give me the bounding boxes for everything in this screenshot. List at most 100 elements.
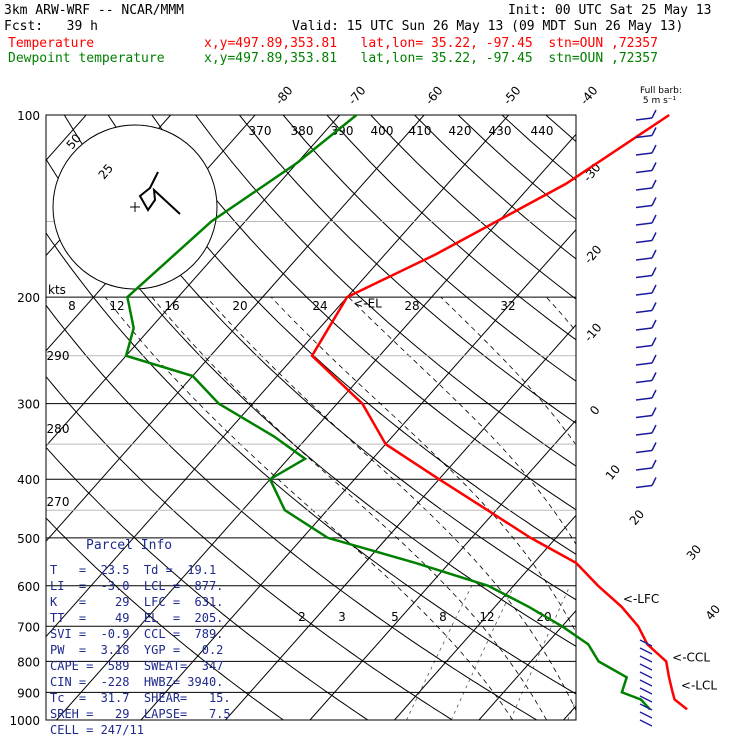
wind-barb-flag xyxy=(651,372,657,381)
wind-barb-flag xyxy=(651,127,657,136)
level-marker-label: <-LFC xyxy=(623,592,659,606)
parcel-row: SREH = 29 LAPSE= 7.5 xyxy=(50,707,231,721)
wind-barb-flag xyxy=(651,267,657,276)
hodo-speed-label: 32 xyxy=(500,299,515,313)
wind-barb-flag xyxy=(651,477,657,486)
isotherm-label: -40 xyxy=(577,83,600,107)
wind-barb xyxy=(639,687,653,695)
dry-adiabat xyxy=(721,115,740,720)
wind-barb-flag xyxy=(651,162,657,171)
hodo-trace xyxy=(138,171,181,215)
wind-barb xyxy=(635,397,653,401)
isotherm-label: 40 xyxy=(703,602,724,623)
wind-barb-flag xyxy=(651,284,657,294)
dry-adiabat xyxy=(46,375,453,720)
wind-barb xyxy=(635,344,653,349)
hodo-units-label: kts xyxy=(48,283,66,297)
dry-adiabat xyxy=(590,115,740,720)
isotherm xyxy=(46,115,341,447)
moist-adiabat xyxy=(440,296,576,446)
isotherm xyxy=(0,115,2,720)
theta-label: 390 xyxy=(331,124,354,138)
isotherm xyxy=(56,133,576,720)
parcel-row: TT = 49 EL = 205. xyxy=(50,611,224,625)
parcel-row: K = 29 LFC = 631. xyxy=(50,595,224,609)
wind-barb-flag xyxy=(651,319,657,329)
wind-barb xyxy=(635,152,653,156)
dry-adiabat xyxy=(545,115,576,143)
wind-barb xyxy=(635,379,653,384)
isotherm-label: -60 xyxy=(422,83,445,107)
wind-barb xyxy=(639,703,653,711)
wind-barb xyxy=(635,169,653,174)
dry-adiabat xyxy=(46,446,369,720)
wind-barb-flag xyxy=(651,179,657,189)
barb-legend-line: Full barb: xyxy=(640,86,682,96)
parcel-info-title: Parcel Info xyxy=(86,538,173,553)
wind-barb xyxy=(639,647,653,655)
hodo-speed-label: 24 xyxy=(312,299,327,313)
pressure-label: 1000 xyxy=(9,714,40,728)
dry-adiabat xyxy=(457,115,576,220)
wind-barb xyxy=(639,711,653,719)
wind-barb xyxy=(639,639,653,647)
wind-barb xyxy=(635,309,653,314)
dewpoint-location: x,y=497.89,353.81 lat,lon= 35.22, -97.45… xyxy=(204,51,658,66)
isotherm xyxy=(225,324,576,720)
parcel-row: Tc = 31.7 SHEAR= 15. xyxy=(50,691,231,705)
barb-legend: Full barb: 5 m s⁻¹ xyxy=(640,86,682,106)
wind-barb-flag xyxy=(651,302,657,311)
isotherm-label: -80 xyxy=(272,83,295,107)
theta-label: 430 xyxy=(489,124,512,138)
parcel-row: LI = -3.0 LCL = 877. xyxy=(50,579,224,593)
wind-barb xyxy=(635,414,653,419)
dewpoint-legend: Dewpoint temperature xyxy=(8,51,165,66)
dry-adiabat xyxy=(46,517,284,720)
wind-barb xyxy=(635,204,653,209)
isotherm xyxy=(733,115,740,720)
pressure-label: 100 xyxy=(17,109,40,123)
dry-adiabat xyxy=(677,115,740,720)
pressure-label: 500 xyxy=(17,532,40,546)
isotherm xyxy=(309,419,576,720)
temperature-location: x,y=497.89,353.81 lat,lon= 35.22, -97.45… xyxy=(204,36,658,51)
level-marker-label: <-CCL xyxy=(672,651,710,665)
moist-adiabat xyxy=(348,296,576,546)
wind-barb xyxy=(635,484,653,489)
temperature-profile xyxy=(310,113,688,711)
wind-barb xyxy=(635,467,653,471)
isotherm-label: 30 xyxy=(684,542,705,563)
level-marker-label: <-LCL xyxy=(681,679,717,693)
temperature-legend: Temperature xyxy=(8,36,95,51)
wind-barb-flag xyxy=(651,197,657,206)
dry-adiabat xyxy=(195,115,576,467)
barb-legend-line: 5 m s⁻¹ xyxy=(640,96,677,106)
mixing-ratio-label: 5 xyxy=(391,610,399,624)
wind-barb xyxy=(635,239,653,244)
isotherm xyxy=(478,609,576,720)
theta-label: 370 xyxy=(249,124,272,138)
wind-barb xyxy=(639,719,653,727)
parcel-row: CIN = -228 HWBZ= 3940. xyxy=(50,675,224,689)
theta-label: 270 xyxy=(47,495,70,509)
wind-barb xyxy=(635,432,653,436)
mixing-ratio-label: 2 xyxy=(298,610,306,624)
theta-label: 290 xyxy=(47,349,70,363)
theta-label: 380 xyxy=(291,124,314,138)
mixing-ratio-label: 3 xyxy=(338,610,346,624)
wind-barb xyxy=(635,134,653,139)
plot-frame xyxy=(45,114,577,721)
isotherm-label: -10 xyxy=(581,320,604,344)
wind-barb xyxy=(639,679,653,687)
dry-adiabat xyxy=(370,115,576,300)
wind-barb-flag xyxy=(651,354,657,364)
dry-adiabat xyxy=(501,115,576,181)
isotherm-label: -70 xyxy=(345,83,368,107)
hodo-speed-label: 20 xyxy=(232,299,247,313)
isotherm xyxy=(394,514,576,720)
wind-barb-flag xyxy=(651,249,657,259)
moist-adiabat xyxy=(206,296,576,712)
parcel-info-panel: Parcel Info T = 23.5 Td = 19.1 LI = -3.0… xyxy=(46,538,236,737)
